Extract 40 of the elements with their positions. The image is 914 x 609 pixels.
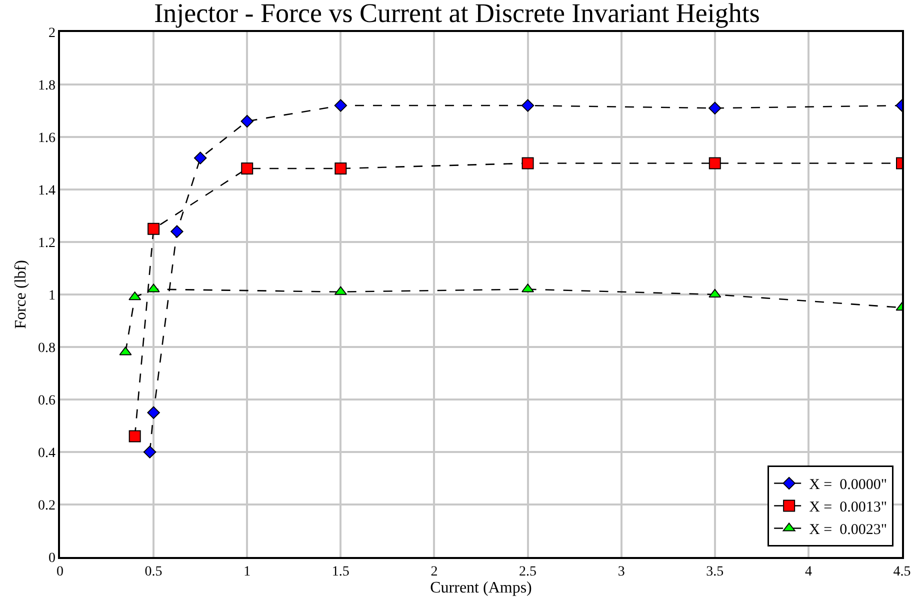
- x-tick-label: 1: [244, 564, 251, 580]
- y-tick-label: 0: [48, 550, 56, 566]
- point: [143, 446, 156, 458]
- y-tick-label: 1: [48, 288, 56, 304]
- x-tick-label: 1.5: [332, 564, 350, 580]
- x-axis-title: Current (Amps): [430, 580, 532, 597]
- y-tick-label: 1.2: [38, 236, 56, 251]
- point: [521, 99, 534, 112]
- chart-title: Injector - Force vs Current at Discrete Invariant Heights: [154, 0, 760, 28]
- x-tick-label: 4.5: [893, 564, 911, 580]
- point: [334, 162, 347, 174]
- x-tick-label: 0.5: [144, 564, 162, 580]
- y-tick-label: 2: [48, 26, 56, 41]
- point: [148, 222, 160, 235]
- x-tick-label: 2.5: [519, 564, 537, 580]
- y-tick-label: 0.4: [38, 446, 56, 461]
- point: [128, 430, 141, 442]
- y-tick-label: 0.6: [38, 393, 56, 408]
- x-tick-label: 4: [804, 564, 812, 580]
- point: [334, 99, 348, 112]
- point: [708, 157, 721, 170]
- x-tick-label: 2: [430, 564, 438, 580]
- y-tick-label: 1.8: [38, 78, 56, 94]
- y-tick-label: 1.4: [38, 183, 56, 198]
- point: [170, 225, 184, 238]
- point: [240, 114, 254, 128]
- y-tick-label: 1.6: [38, 130, 56, 146]
- y-tick-label: 0.8: [38, 340, 56, 356]
- legend-label: X = 0.0023": [809, 522, 887, 538]
- legend-label: X = 0.0013": [809, 500, 887, 516]
- x-tick-label: 3.5: [706, 564, 724, 580]
- y-axis-title: Force (lbf): [12, 260, 30, 329]
- x-tick-label: 3: [618, 564, 625, 580]
- point: [708, 102, 722, 114]
- point: [522, 157, 534, 170]
- point: [241, 162, 254, 174]
- y-tick-label: 0.2: [38, 498, 56, 514]
- point: [194, 152, 207, 164]
- legend-label: X = 0.0000": [809, 477, 887, 494]
- point: [147, 406, 160, 419]
